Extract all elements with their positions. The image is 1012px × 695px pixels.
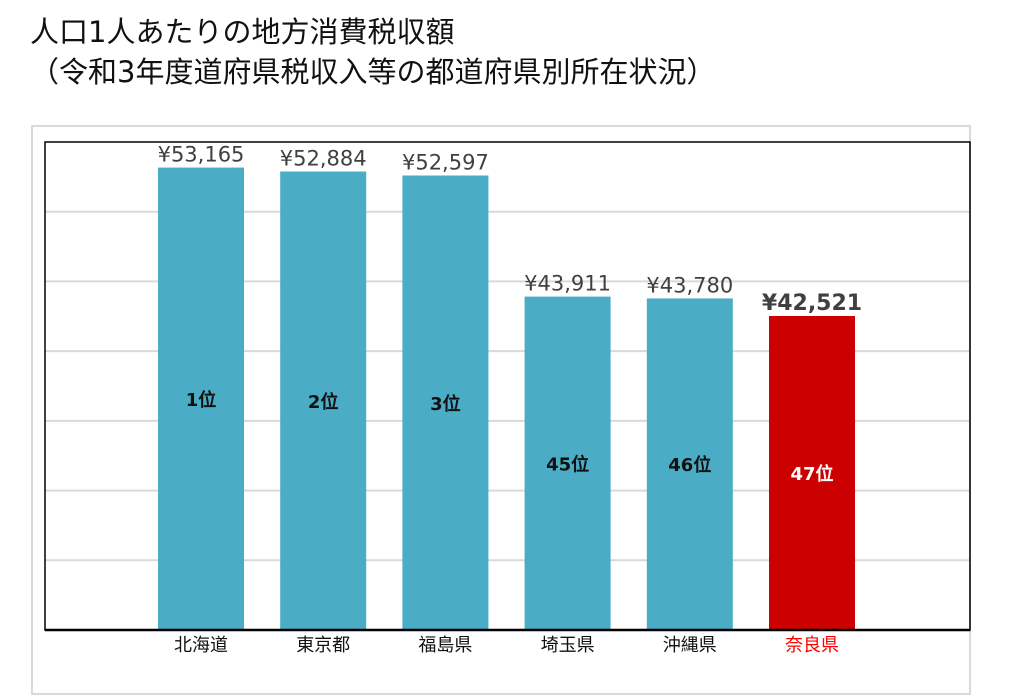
rank-label: 45位 [546,453,589,475]
value-label: ¥43,780 [646,273,733,297]
bar-埼玉県 [524,296,611,630]
rank-label: 1位 [186,389,217,411]
x-tick-label: 北海道 [174,635,228,656]
bar-東京都 [280,171,367,630]
x-tick-label: 埼玉県 [541,635,595,656]
bar-沖縄県 [646,298,733,630]
value-label: ¥42,521 [762,291,862,316]
rank-label: 46位 [668,454,711,476]
value-label: ¥53,165 [158,143,245,167]
title-line-1: 人口1人あたりの地方消費税収額 [30,15,455,49]
chart-title: 人口1人あたりの地方消費税収額 （令和3年度道府県税収入等の都道府県別所在状況） [30,12,715,92]
x-tick-label: 奈良県 [785,635,839,656]
title-line-2: （令和3年度道府県税収入等の都道府県別所在状況） [30,55,716,89]
value-label: ¥52,884 [280,147,367,171]
bar-奈良県 [769,315,855,630]
x-tick-label: 東京都 [296,635,350,656]
rank-label: 2位 [308,391,339,413]
value-label: ¥52,597 [402,151,489,175]
x-tick-label: 沖縄県 [663,635,717,656]
bar-北海道 [158,167,244,630]
rank-label: 47位 [790,463,833,485]
bar-福島県 [402,175,489,630]
rank-label: 3位 [430,393,461,415]
x-tick-label: 福島県 [418,635,472,656]
value-label: ¥43,911 [524,272,611,296]
